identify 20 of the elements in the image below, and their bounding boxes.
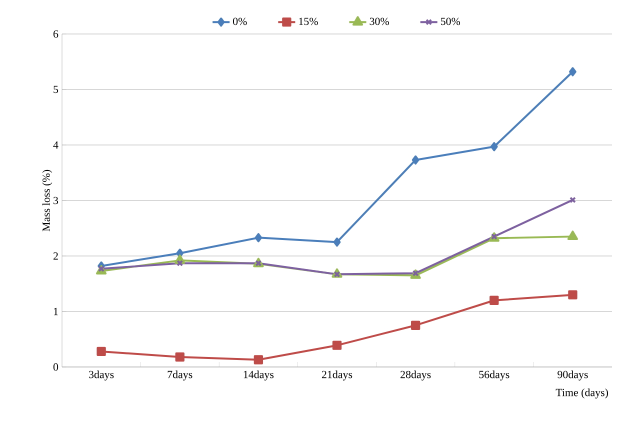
legend-label: 0% [233, 18, 247, 26]
x-tick-label: 28days [400, 370, 431, 380]
y-tick-label: 6 [53, 30, 58, 38]
y-tick-label: 0 [53, 363, 58, 371]
x-axis-title: Time (days) [556, 388, 608, 398]
legend-label: 50% [440, 18, 460, 26]
y-tick-label: 1 [54, 308, 58, 316]
y-tick-label: 4 [53, 141, 58, 149]
x-tick-label: 90days [558, 370, 588, 380]
y-tick-label: 2 [53, 252, 58, 260]
x-tick-label: 14days [244, 370, 274, 380]
y-tick-label: 3 [54, 196, 58, 204]
x-tick-label: 7days [168, 370, 192, 380]
y-axis-title: Mass loss (%) [42, 170, 52, 232]
x-tick-label: 21days [322, 370, 352, 380]
legend-label: 30% [370, 18, 389, 26]
legend-label: 15% [299, 18, 318, 26]
y-tick-label: 5 [54, 86, 58, 94]
x-tick-label: 56days [479, 370, 510, 380]
x-tick-label: 3days [89, 370, 114, 380]
